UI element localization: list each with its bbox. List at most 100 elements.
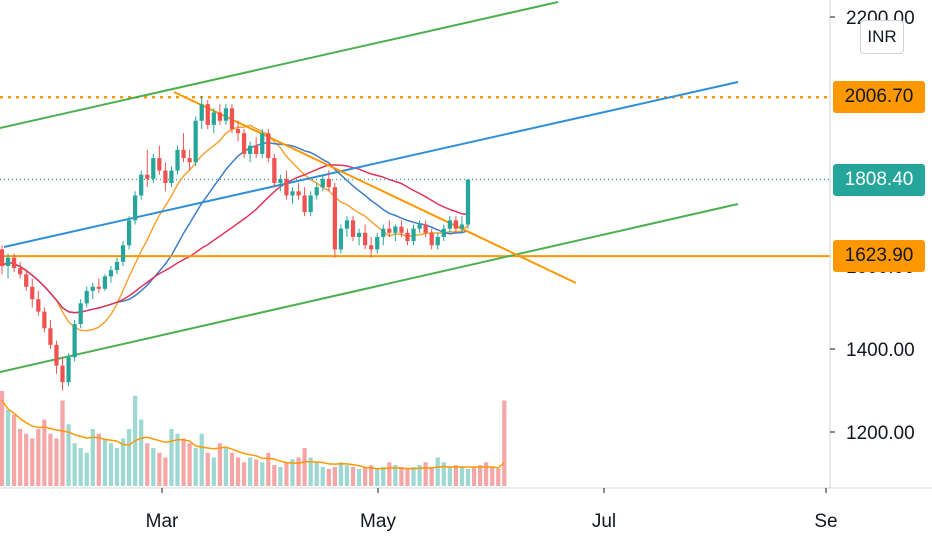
volume-bar: [447, 467, 452, 486]
candle-body: [241, 133, 247, 154]
volume-bar: [417, 465, 422, 486]
volume-bar: [181, 438, 186, 486]
candle-body: [302, 195, 307, 213]
volume-bar: [459, 467, 465, 486]
volume-bar: [429, 467, 434, 486]
candle-body: [441, 228, 446, 237]
x-tick-label: Mar: [146, 511, 179, 532]
lower-channel-line: [0, 203, 739, 373]
volume-bar: [199, 433, 204, 486]
volume-bar: [502, 400, 507, 486]
candle-body: [217, 112, 222, 121]
candle-body: [278, 178, 283, 183]
price-label: 1623.90: [833, 240, 925, 273]
volume-bar: [66, 424, 71, 486]
candle-body: [60, 365, 65, 383]
volume-bar: [157, 452, 162, 486]
volume-bar: [332, 467, 337, 486]
candle-body: [18, 268, 23, 275]
price-label: 2006.70: [833, 81, 925, 114]
candle-body: [84, 290, 89, 304]
candle-body: [48, 328, 53, 345]
volume-bar: [338, 462, 344, 486]
candle-body: [223, 108, 229, 121]
upper-channel-line: [0, 1, 559, 129]
candle-body: [405, 232, 410, 242]
volume-bar: [36, 429, 41, 486]
volume-moving-average: [1, 400, 505, 470]
volume-bar: [223, 448, 229, 486]
candle-body: [199, 104, 204, 121]
y-tick-label: 1400.00: [846, 340, 915, 361]
candle-body: [447, 220, 452, 229]
volume-bar: [496, 468, 501, 486]
volume-bar: [72, 443, 77, 486]
candle-body: [387, 228, 392, 233]
candle-body: [181, 149, 186, 159]
volume-bar: [11, 414, 17, 486]
candle-body: [36, 299, 41, 312]
candle-body: [290, 191, 295, 196]
candle-body: [120, 245, 126, 262]
volume-bar: [278, 467, 283, 486]
candle-body: [42, 311, 47, 329]
volume-bar: [169, 429, 174, 486]
volume-bar: [229, 452, 235, 486]
candle-body: [266, 133, 271, 159]
candle-body: [338, 228, 344, 250]
volume-bar: [205, 452, 210, 486]
volume-bar: [326, 468, 331, 486]
candle-body: [163, 170, 168, 183]
volume-bar: [30, 438, 35, 486]
candle-body: [465, 179, 471, 225]
volume-bar: [114, 448, 120, 486]
volume-bar: [24, 433, 29, 486]
candle-body: [423, 224, 428, 233]
candle-body: [78, 303, 83, 325]
volume-bar: [290, 459, 295, 486]
volume-bar: [423, 462, 428, 486]
volume-bar: [356, 468, 362, 486]
candle-body: [90, 286, 95, 291]
volume-bar: [241, 462, 247, 486]
volume-bar: [272, 465, 277, 486]
candle-body: [30, 286, 35, 300]
x-tick-label: Jul: [592, 511, 616, 532]
candle-body: [344, 220, 350, 229]
volume-bar: [411, 467, 416, 486]
volume-bar: [42, 419, 47, 486]
volume-bar: [211, 457, 216, 486]
volume-bar: [350, 467, 356, 486]
volume-bar: [48, 433, 53, 486]
volume-bar: [344, 465, 350, 486]
candle-body: [96, 286, 101, 289]
volume-bar: [375, 468, 380, 486]
candle-body: [453, 220, 459, 229]
volume-bar: [5, 410, 11, 486]
candle-body: [157, 158, 162, 171]
volume-bar: [465, 468, 471, 486]
candle-body: [54, 344, 59, 366]
volume-bar: [139, 419, 144, 486]
volume-bar: [320, 467, 325, 486]
volume-bar: [193, 448, 198, 486]
candle-body: [211, 112, 216, 125]
volume-bar: [78, 448, 83, 486]
candle-body: [108, 270, 114, 277]
candle-body: [332, 187, 337, 250]
candle-body: [308, 195, 313, 213]
volume-bar: [381, 467, 386, 486]
candle-body: [326, 178, 331, 188]
volume-bar: [96, 433, 101, 486]
volume-bar: [108, 443, 114, 486]
currency-badge[interactable]: INR: [860, 20, 904, 54]
volume-bar: [471, 467, 477, 486]
candle-body: [102, 276, 108, 289]
moving-average-short: [1, 124, 469, 332]
volume-bar: [187, 443, 192, 486]
candle-body: [24, 274, 29, 287]
volume-bar: [399, 467, 404, 486]
volume-bar: [151, 448, 156, 486]
candlesticks: [0, 95, 471, 391]
